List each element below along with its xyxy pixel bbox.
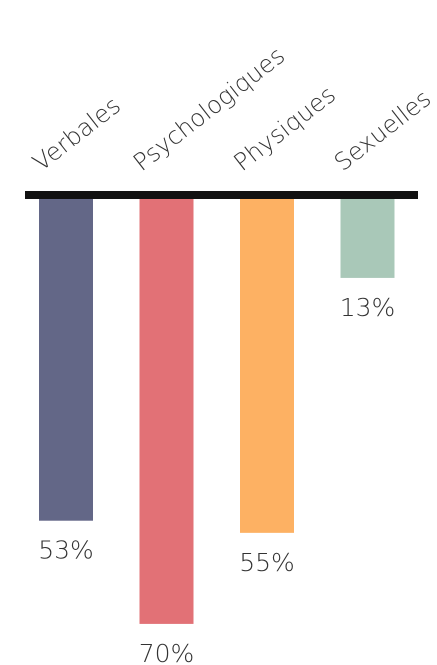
bar bbox=[139, 199, 194, 624]
value-label: 53% bbox=[38, 536, 94, 565]
category-label: Sexuelles bbox=[329, 84, 436, 176]
value-label: 70% bbox=[139, 639, 195, 665]
baseline bbox=[25, 191, 418, 199]
bar bbox=[39, 199, 93, 521]
value-label: 55% bbox=[239, 548, 295, 577]
bar bbox=[340, 199, 395, 278]
bar bbox=[240, 199, 294, 533]
value-label: 13% bbox=[340, 293, 396, 322]
category-label: Verbales bbox=[27, 91, 125, 177]
